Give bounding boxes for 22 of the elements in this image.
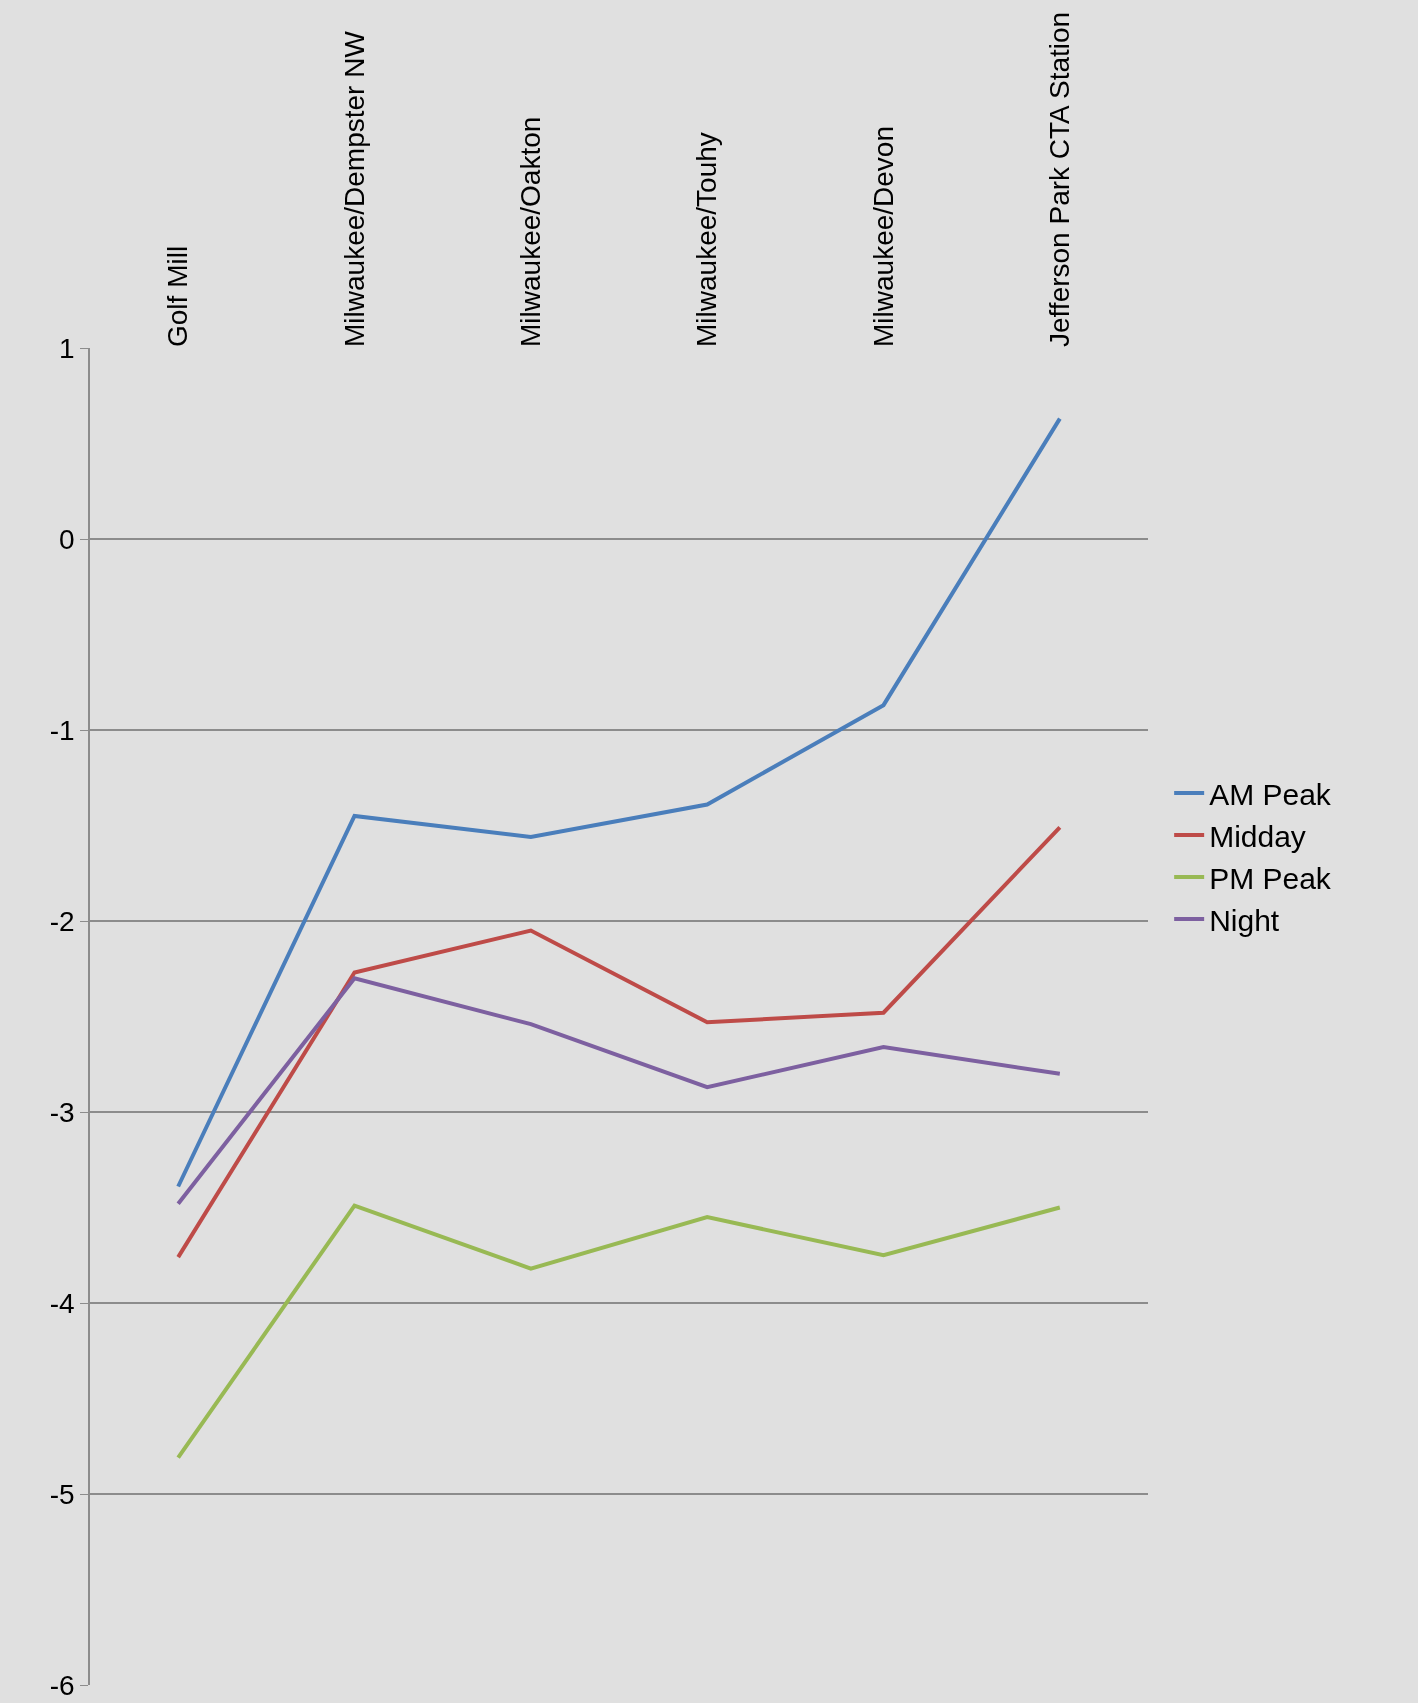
legend-label: AM Peak [1209, 777, 1332, 811]
legend-label: Midday [1209, 819, 1306, 853]
x-tick-label: Jefferson Park CTA Station [1043, 11, 1075, 347]
y-tick-label: -6 [49, 1669, 75, 1701]
line-series [176, 1203, 1062, 1460]
line-series [176, 976, 1062, 1206]
legend-label: PM Peak [1209, 861, 1332, 895]
x-tick-label: Golf Mill [162, 245, 194, 347]
y-tick-label: -4 [49, 1287, 75, 1319]
line-series [176, 416, 1062, 1189]
x-tick-label: Milwaukee/Devon [867, 126, 899, 347]
legend-label: Night [1209, 903, 1280, 937]
y-tick-label: 1 [59, 332, 75, 364]
line-series [176, 825, 1062, 1260]
y-tick-label: -3 [49, 1096, 75, 1128]
y-tick-label: -2 [49, 905, 75, 937]
y-tick-label: -5 [49, 1478, 75, 1510]
y-tick-label: -1 [49, 714, 75, 746]
x-tick-label: Milwaukee/Touhy [691, 132, 723, 347]
x-tick-label: Milwaukee/Dempster NW [338, 30, 370, 347]
x-tick-label: Milwaukee/Oakton [514, 116, 546, 347]
y-tick-label: 0 [59, 523, 75, 555]
